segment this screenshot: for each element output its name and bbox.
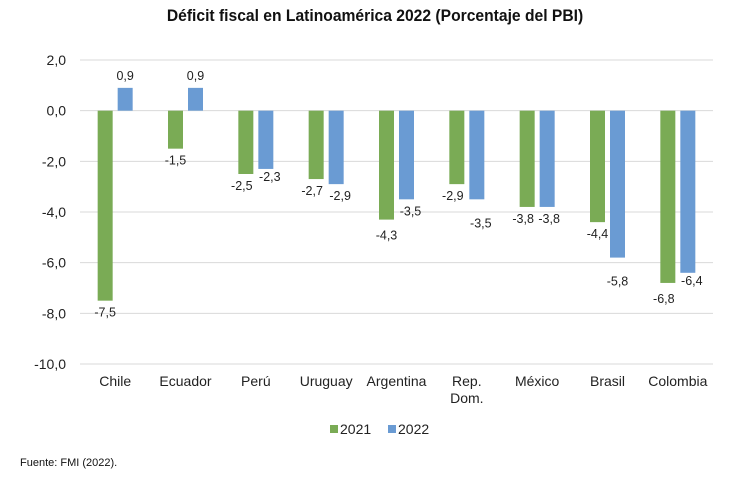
data-label: -6,8 [653,292,675,306]
y-tick-label: 0,0 [47,103,67,119]
bar-2022 [539,110,555,207]
y-tick-label: 2,0 [47,52,67,68]
x-tick-label: Chile [99,373,131,389]
x-tick-label: Perú [241,373,271,389]
y-tick-label: -10,0 [34,356,66,372]
bar-2022 [469,110,485,200]
y-tick-label: -4,0 [42,204,66,220]
data-label: -2,9 [442,189,464,203]
legend: 2021 2022 [330,421,429,437]
x-tick-label: Ecuador [159,373,211,389]
x-tick-label: Colombia [648,373,707,389]
y-tick-label: -2,0 [42,153,66,169]
bar-2021 [238,110,254,174]
bar-2021 [519,110,535,207]
data-label: -6,4 [681,274,703,288]
data-label: 0,9 [116,69,133,83]
data-label: 0,9 [187,69,204,83]
x-tick-label: Uruguay [300,373,353,389]
data-label: -5,8 [607,275,629,289]
data-labels: -7,50,9-1,50,9-2,5-2,3-2,7 -2,9-4,3-3,5-2… [94,69,702,320]
legend-label: 2022 [398,421,429,437]
y-tick-label: -6,0 [42,255,66,271]
data-label: -2,7 [301,184,323,198]
data-label: -4,4 [587,227,609,241]
data-label: -1,5 [165,154,187,168]
data-label: -3,5 [470,216,492,230]
data-label: -3,5 [400,204,422,218]
bar-2022 [610,110,625,258]
legend-swatch-2021 [330,425,338,433]
bar-2021 [660,110,676,283]
x-tick-label: México [515,373,560,389]
gridlines [80,59,713,365]
bar-2022 [188,87,203,111]
bars [97,87,696,301]
bar-2022 [328,110,344,185]
bar-2021 [449,110,465,185]
bar-2021 [97,110,113,301]
data-label: -4,3 [376,229,398,243]
x-tick-label: Argentina [367,373,427,389]
data-label: -2,9 [329,189,351,203]
source-note: Fuente: FMI (2022). [20,457,118,469]
bar-2021 [308,110,324,180]
data-label: -3,8 [512,212,534,226]
x-tick-label: Brasil [590,373,625,389]
data-label: -2,5 [231,179,253,193]
bar-2022 [258,110,274,169]
bar-2021 [379,110,394,220]
bar-2021 [168,110,183,149]
legend-label: 2021 [340,421,371,437]
chart-title: Déficit fiscal en Latinoamérica 2022 (Po… [166,6,584,25]
data-label: -7,5 [94,306,116,320]
bar-2022 [117,87,133,111]
legend-swatch-2022 [388,425,396,433]
y-tick-label: -8,0 [42,305,66,321]
y-axis: 2,0 0,0 -2,0 -4,0 -6,0 -8,0 -10,0 [34,52,66,372]
data-label: -3,8 [538,212,560,226]
bar-2022 [680,110,696,273]
x-axis: Chile Ecuador Perú Uruguay Argentina Rep. Dom.… [99,373,707,406]
bar-2022 [399,110,414,200]
bar-2021 [590,110,605,223]
x-tick-label: Rep. Dom. [450,373,483,406]
data-label: -2,3 [259,170,281,184]
